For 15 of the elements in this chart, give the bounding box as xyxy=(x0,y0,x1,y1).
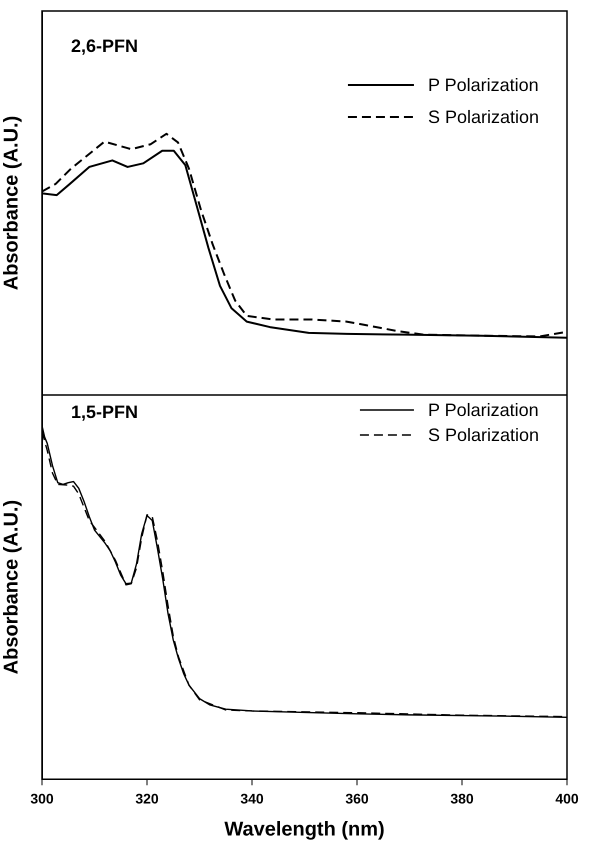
x-tick-label: 300 xyxy=(30,790,54,806)
x-tick-label: 380 xyxy=(450,790,474,806)
y-axis-title: Absorbance (A.U.) xyxy=(0,116,23,290)
x-axis-title: Wavelength (nm) xyxy=(224,818,385,841)
x-tick-label: 400 xyxy=(555,790,579,806)
legend-label: S Polarization xyxy=(428,106,540,127)
x-tick-label: 340 xyxy=(240,790,264,806)
legend-label: P Polarization xyxy=(428,74,539,95)
legend-label: S Polarization xyxy=(428,424,540,445)
x-tick-label: 360 xyxy=(345,790,369,806)
x-tick-label: 320 xyxy=(135,790,159,806)
chart-title: 1,5-PFN xyxy=(71,402,138,422)
y-axis-title: Absorbance (A.U.) xyxy=(0,500,23,674)
legend-label: P Polarization xyxy=(428,400,539,420)
chart-title: 2,6-PFN xyxy=(71,36,138,56)
